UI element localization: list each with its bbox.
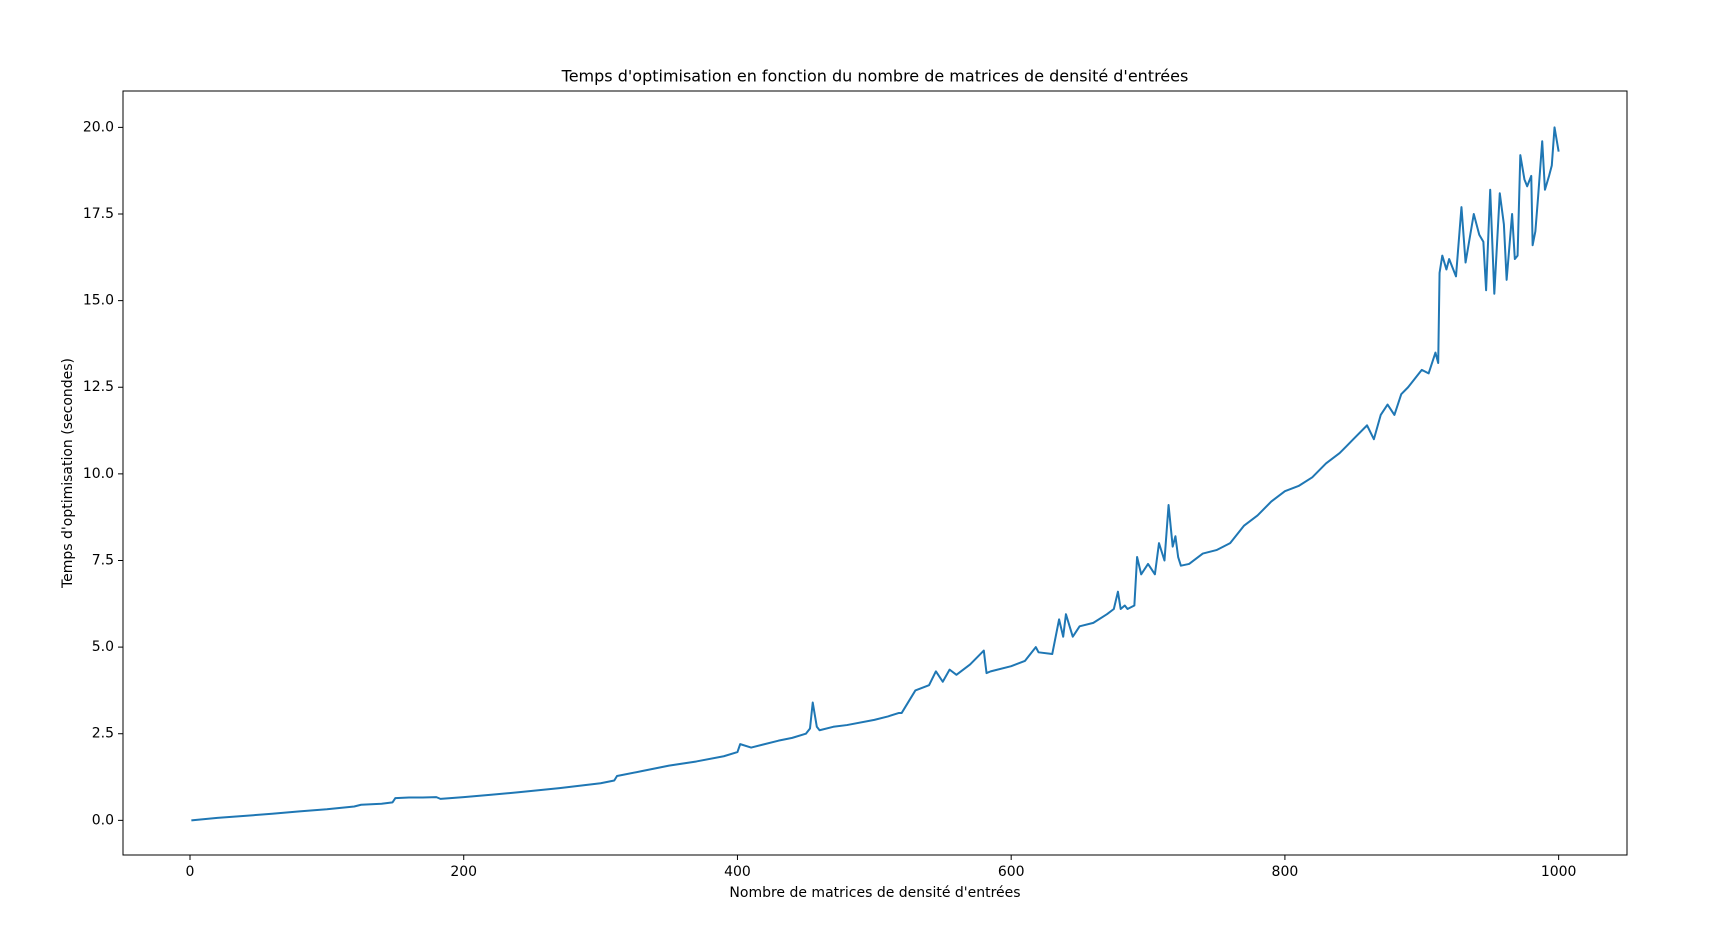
y-tick-label: 7.5 bbox=[92, 552, 114, 568]
x-axis-label: Nombre de matrices de densité d'entrées bbox=[729, 885, 1020, 901]
x-tick-label: 800 bbox=[1272, 864, 1299, 880]
y-tick-label: 17.5 bbox=[83, 206, 114, 222]
x-tick-label: 400 bbox=[724, 864, 751, 880]
data-line bbox=[191, 126, 1560, 822]
y-tick-label: 12.5 bbox=[83, 379, 114, 395]
chart-title: Temps d'optimisation en fonction du nomb… bbox=[561, 67, 1189, 86]
y-tick-label: 10.0 bbox=[83, 466, 114, 482]
x-tick-label: 1000 bbox=[1541, 864, 1577, 880]
y-axis-label: Temps d'optimisation (secondes) bbox=[60, 358, 76, 589]
y-tick-label: 0.0 bbox=[92, 812, 114, 828]
x-tick-label: 200 bbox=[450, 864, 477, 880]
plot-frame bbox=[122, 90, 1628, 856]
y-tick-label: 2.5 bbox=[92, 726, 114, 742]
y-tick-label: 5.0 bbox=[92, 639, 114, 655]
x-tick-label: 0 bbox=[186, 864, 195, 880]
y-tick-label: 15.0 bbox=[83, 293, 114, 309]
x-tick-label: 600 bbox=[998, 864, 1025, 880]
y-tick-label: 20.0 bbox=[83, 119, 114, 135]
